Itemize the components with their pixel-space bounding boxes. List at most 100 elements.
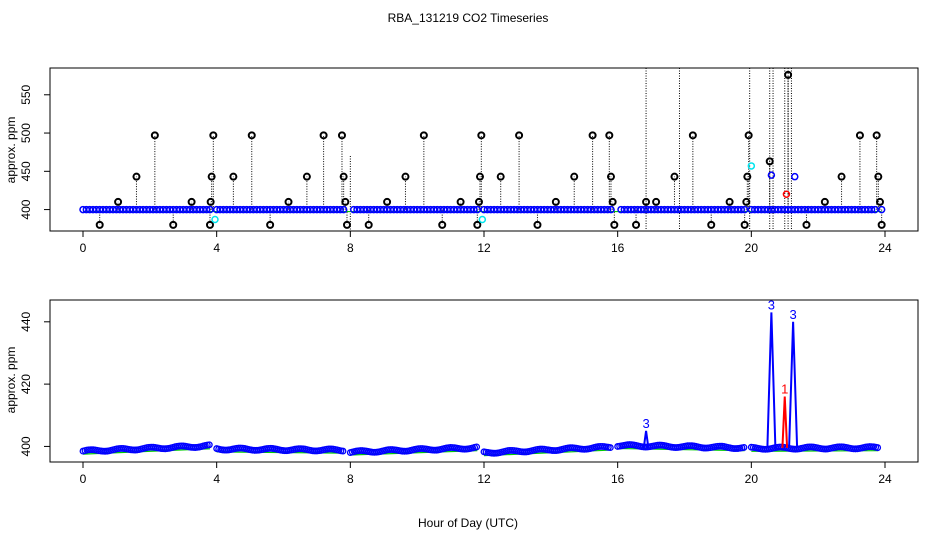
data-point-black: [670, 172, 679, 181]
data-point-black: [337, 131, 346, 140]
peak-label: 3: [768, 297, 775, 312]
x-tick-label: 24: [878, 241, 892, 255]
x-tick-label: 4: [213, 472, 220, 486]
top-outlier-points: [95, 70, 886, 229]
data-point-black: [150, 131, 159, 140]
baseline-point: [867, 205, 876, 214]
data-point-black: [570, 172, 579, 181]
data-point-black: [132, 172, 141, 181]
data-point-black: [169, 220, 178, 229]
data-point-black: [474, 197, 483, 206]
data-point-black: [383, 197, 392, 206]
baseline-point: [202, 205, 211, 214]
baseline-point: [737, 205, 746, 214]
data-point-black: [652, 197, 661, 206]
data-point-black: [855, 131, 864, 140]
data-point-black: [456, 197, 465, 206]
x-tick-label: 0: [80, 472, 87, 486]
peak-line: [781, 396, 789, 449]
series-point: [606, 444, 614, 452]
baseline-point: [607, 205, 615, 214]
y-tick-label: 420: [19, 374, 33, 394]
top-y-axis: 400 450 500 550: [19, 84, 51, 220]
data-point-black: [707, 220, 716, 229]
data-point-black: [475, 172, 484, 181]
data-point-black: [339, 172, 348, 181]
data-point-black: [642, 197, 651, 206]
data-point-blue: [791, 172, 799, 181]
x-tick-label: 12: [477, 472, 491, 486]
x-tick-label: 16: [611, 472, 625, 486]
data-point-cyan: [747, 162, 756, 170]
baseline-point: [877, 205, 886, 214]
data-point-black: [877, 220, 886, 229]
data-point-black: [605, 131, 614, 140]
x-tick-label: 24: [878, 472, 892, 486]
x-tick-label: 20: [745, 472, 759, 486]
data-point-blue: [767, 171, 776, 179]
data-point-black: [247, 131, 256, 140]
data-point-black: [473, 220, 482, 229]
data-point-black: [875, 197, 884, 206]
data-point-black: [610, 220, 619, 229]
y-tick-label: 550: [19, 84, 33, 104]
peak-line: [766, 312, 777, 449]
baseline-point: [336, 205, 345, 214]
data-point-black: [820, 197, 829, 206]
data-point-black: [725, 197, 734, 206]
data-point-black: [632, 220, 641, 229]
data-point-black: [551, 197, 560, 206]
data-point-cyan: [211, 215, 219, 224]
y-tick-label: 440: [19, 311, 33, 331]
data-point-black: [515, 131, 524, 140]
data-point-black: [533, 220, 542, 229]
data-point-black: [477, 131, 486, 140]
data-point-black: [744, 131, 753, 140]
series-point: [740, 443, 748, 451]
bottom-x-axis: 0 4 8 12 16 20 24: [80, 461, 892, 486]
data-point-black: [872, 131, 881, 140]
top-panel: 0 4 8 12 16 20 24 400 450 500 550 approx. ppm: [4, 67, 919, 255]
bottom-series-points: [79, 441, 882, 457]
bottom-y-axis: 400 420 440: [19, 311, 51, 456]
baseline-point: [470, 205, 478, 214]
data-point-black: [496, 172, 505, 181]
x-tick-label: 0: [80, 241, 87, 255]
data-point-black: [837, 172, 846, 181]
x-tick-label: 8: [347, 472, 354, 486]
baseline-point: [339, 205, 348, 214]
data-point-black: [588, 131, 597, 140]
peak-label: 3: [642, 416, 649, 431]
peak-label: 1: [781, 382, 788, 397]
data-point-black: [266, 220, 275, 229]
data-point-black: [206, 197, 215, 206]
x-tick-label: 4: [213, 241, 220, 255]
data-point-black: [740, 220, 749, 229]
peak-line: [788, 321, 799, 449]
x-tick-label: 16: [611, 241, 625, 255]
data-point-cyan: [478, 215, 487, 224]
data-point-black: [342, 220, 351, 229]
data-point-black: [765, 157, 774, 166]
data-point-black: [742, 197, 751, 206]
data-point-black: [743, 172, 752, 181]
data-point-black: [438, 220, 447, 229]
y-tick-label: 500: [19, 123, 33, 143]
top-y-axis-label: approx. ppm: [4, 117, 18, 184]
data-point-black: [207, 172, 216, 181]
data-point-black: [229, 172, 238, 181]
x-axis-label: Hour of Day (UTC): [418, 516, 518, 530]
data-point-black: [802, 220, 811, 229]
x-tick-label: 8: [347, 241, 354, 255]
y-tick-label: 400: [19, 199, 33, 219]
data-point-black: [187, 197, 196, 206]
data-point-black: [419, 131, 428, 140]
data-point-black: [688, 131, 697, 140]
data-point-black: [364, 220, 373, 229]
data-point-black: [401, 172, 410, 181]
top-baseline-points: [79, 205, 886, 214]
